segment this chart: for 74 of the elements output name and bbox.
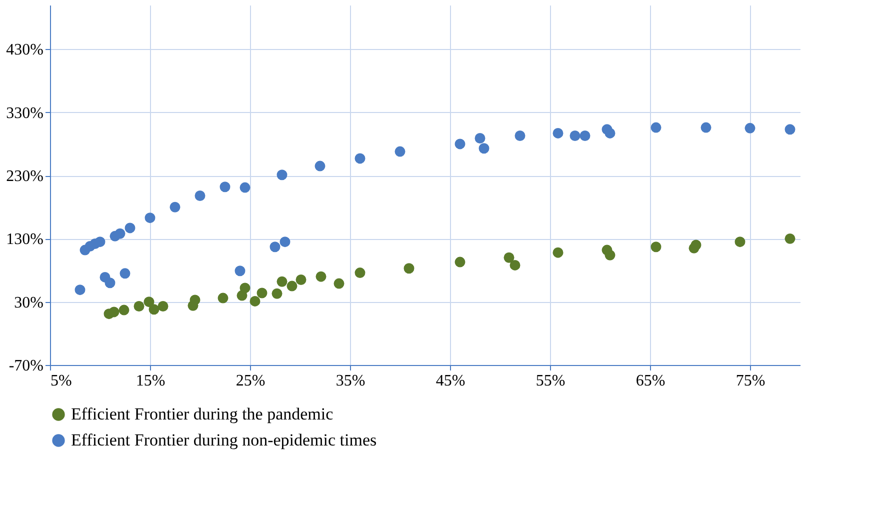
point — [240, 282, 250, 294]
point — [158, 301, 168, 312]
point — [510, 260, 520, 270]
x-tick-label: 15% — [136, 372, 166, 390]
legend-label: Efficient Frontier during non-epidemic times — [71, 430, 377, 450]
x-tick-label: 55% — [536, 372, 566, 390]
y-tick-label: 30% — [14, 294, 44, 312]
point — [120, 268, 130, 279]
x-tick-label: 45% — [436, 372, 466, 390]
x-tick-label: 25% — [236, 372, 266, 390]
point — [170, 202, 180, 212]
point — [218, 292, 228, 304]
point — [570, 130, 580, 141]
point — [354, 268, 366, 278]
point — [474, 133, 486, 144]
point — [144, 296, 154, 308]
point — [256, 288, 268, 298]
point — [148, 304, 160, 315]
point — [454, 256, 466, 268]
point — [144, 212, 156, 224]
point — [580, 130, 590, 141]
point — [784, 233, 796, 244]
point — [250, 296, 260, 306]
point — [316, 271, 326, 282]
y-tick-label: -70% — [8, 358, 44, 374]
point — [194, 190, 206, 201]
y-tick-label: 230% — [6, 168, 44, 186]
point — [286, 280, 298, 292]
point — [124, 222, 136, 234]
point — [354, 153, 366, 164]
point — [276, 276, 288, 287]
point — [234, 266, 246, 276]
point — [454, 138, 466, 150]
point — [478, 143, 490, 154]
point — [404, 263, 414, 274]
x-tick-label: 5% — [50, 372, 72, 390]
point — [272, 288, 282, 299]
point — [220, 182, 230, 192]
y-tick-label: 330% — [6, 104, 44, 122]
point — [108, 306, 120, 318]
point — [240, 182, 250, 193]
legend-label: Efficient Frontier during the pandemic — [71, 404, 334, 424]
point — [514, 130, 526, 141]
point — [552, 247, 564, 258]
point — [114, 228, 126, 239]
point — [744, 122, 756, 134]
point — [604, 250, 616, 260]
point — [552, 128, 564, 138]
point — [94, 236, 106, 248]
point — [190, 294, 200, 306]
point — [604, 128, 616, 138]
y-tick-label: 430% — [6, 42, 44, 59]
point — [650, 242, 662, 252]
point — [276, 170, 288, 180]
x-tick-label: 35% — [336, 372, 366, 390]
point — [118, 304, 130, 316]
point — [394, 146, 406, 157]
point — [784, 124, 796, 135]
point — [104, 278, 116, 288]
point — [134, 301, 144, 312]
point — [280, 236, 290, 248]
y-tick-label: 130% — [6, 231, 44, 248]
point — [650, 122, 662, 133]
point — [734, 236, 746, 248]
point — [314, 160, 326, 172]
point — [504, 252, 514, 263]
point — [700, 122, 712, 133]
point — [334, 278, 344, 289]
point — [296, 274, 306, 285]
x-tick-label: 65% — [636, 372, 666, 390]
point — [74, 284, 86, 296]
x-tick-label: 75% — [736, 372, 766, 390]
point — [270, 242, 280, 252]
point — [690, 240, 702, 250]
